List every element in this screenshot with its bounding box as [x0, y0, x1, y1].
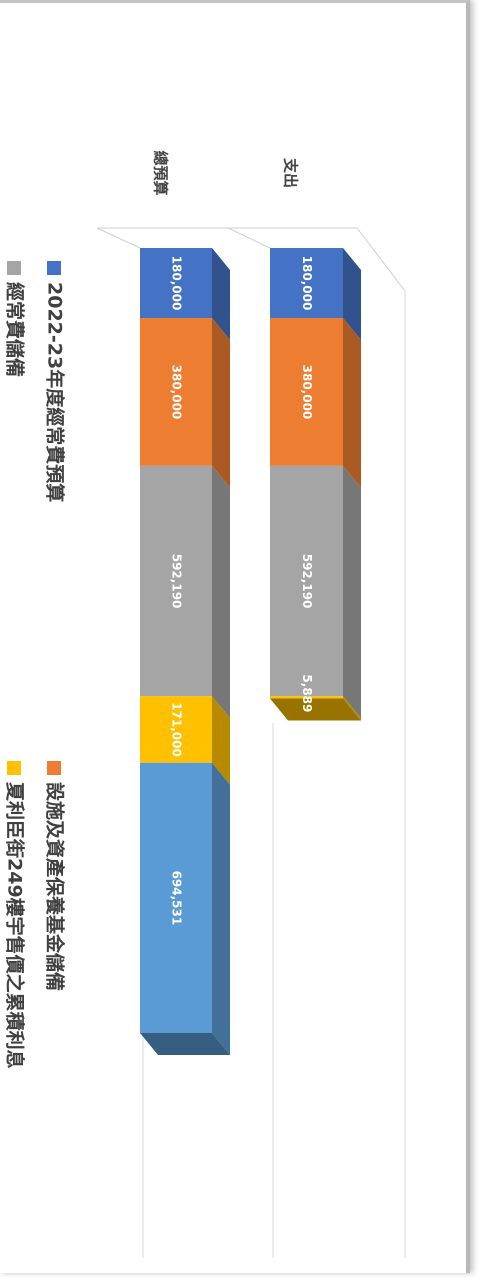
data-label: 380,000	[300, 365, 314, 420]
category-label: 支出	[282, 157, 300, 188]
bar-side	[212, 248, 230, 341]
floor-edge	[356, 227, 406, 292]
bar-segment	[270, 318, 343, 466]
bar-segment	[140, 696, 212, 763]
data-label: 180,000	[170, 256, 184, 311]
bar-segment	[270, 696, 343, 699]
legend-swatch	[7, 261, 21, 275]
legend-label: 經常費儲備	[4, 282, 27, 377]
data-label: 592,190	[300, 554, 314, 609]
data-label: 180,000	[300, 256, 314, 311]
bar-segment	[270, 248, 343, 319]
legend-swatch	[47, 261, 61, 275]
legend-swatch	[47, 761, 61, 775]
bar-side	[212, 465, 230, 719]
bar-side	[212, 696, 230, 785]
data-label: 380,000	[170, 365, 184, 420]
floor-edge	[96, 227, 141, 249]
bar-side	[343, 318, 361, 488]
bar-segment	[140, 318, 212, 466]
chart-frame: 180,000 380,000 592,190 171,000 694,531 總預算 18…	[0, 0, 470, 1273]
category-label: 總預算	[152, 150, 170, 195]
legend-label: 2022-23年度經常費預算	[44, 282, 67, 502]
data-label: 5,889	[300, 674, 314, 712]
floor-edge	[227, 227, 271, 249]
bar-side	[343, 248, 361, 341]
legend-label: 夏利臣街249樓宇售價之累積利息	[4, 782, 27, 1069]
data-label: 694,531	[170, 871, 184, 926]
bar-end-cap	[270, 698, 361, 721]
bar-segment	[140, 248, 212, 319]
data-label: 592,190	[170, 554, 184, 609]
legend-swatch	[7, 761, 21, 775]
bar-segment	[270, 465, 343, 697]
bar-side	[343, 465, 361, 719]
bar-end-cap	[140, 1033, 230, 1055]
data-label: 171,000	[170, 702, 184, 757]
bar-segment	[140, 762, 212, 1033]
bar-side	[343, 696, 361, 721]
legend-label: 設施及資產保養基金儲備	[44, 782, 67, 991]
bar-segment	[140, 465, 212, 697]
bar-side	[212, 318, 230, 488]
bar-side	[212, 762, 230, 1055]
stacked-bar-chart: 180,000 380,000 592,190 171,000 694,531 總預算 18…	[4, 150, 406, 1258]
